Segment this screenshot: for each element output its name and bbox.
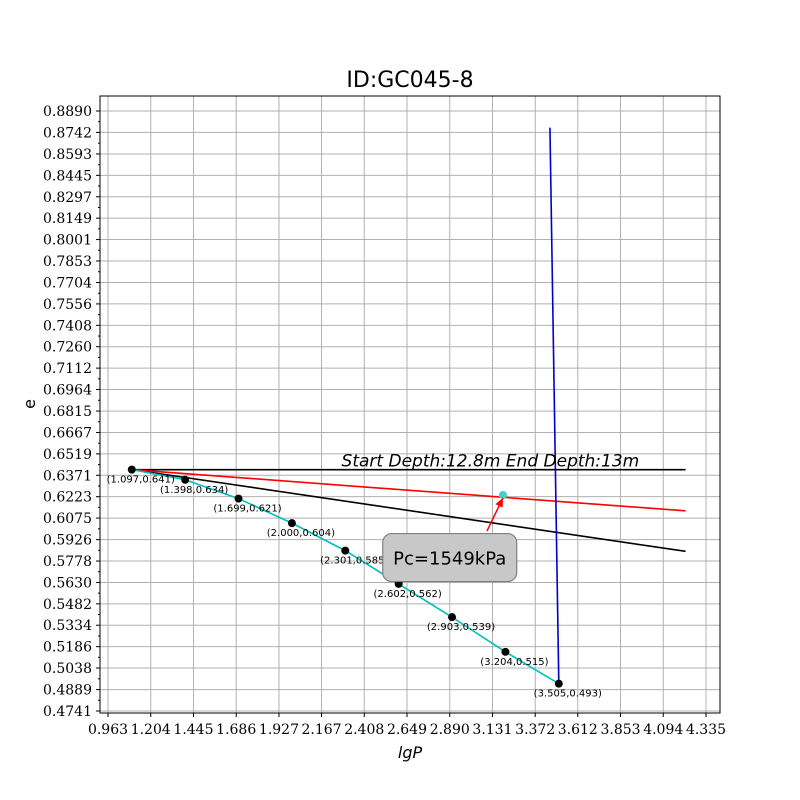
y-tick-label: 0.8445 xyxy=(43,168,92,184)
grid-lines xyxy=(100,96,720,713)
y-tick-label: 0.5778 xyxy=(43,554,92,570)
y-tick-label: 0.5038 xyxy=(43,661,92,677)
x-tick-label: 3.612 xyxy=(558,722,598,738)
data-point xyxy=(181,475,190,484)
x-axis-label: lgP xyxy=(398,743,423,762)
annotations-layer: Start Depth:12.8m End Depth:13m Pc=1549kP… xyxy=(342,452,640,583)
y-tick-label: 0.7704 xyxy=(43,276,92,292)
y-tick-label: 0.4741 xyxy=(43,704,92,720)
data-point-label: (1.398,0.634) xyxy=(160,485,228,496)
y-tick-label: 0.6075 xyxy=(43,511,92,527)
y-tick-label: 0.8149 xyxy=(43,211,92,227)
series-line-2 xyxy=(131,468,686,553)
x-tick-label: 4.335 xyxy=(686,722,726,738)
x-tick-label: 0.963 xyxy=(88,722,128,738)
y-tick-label: 0.6371 xyxy=(43,468,92,484)
y-tick-label: 0.6964 xyxy=(43,383,92,399)
data-point-label: (2.903,0.539) xyxy=(427,622,495,633)
series-line-3 xyxy=(131,468,686,512)
data-point xyxy=(501,647,510,656)
y-tick-label: 0.6667 xyxy=(43,425,92,441)
y-tick-label: 0.8593 xyxy=(43,147,92,163)
y-tick-label: 0.5186 xyxy=(43,640,92,656)
x-tick-label: 2.408 xyxy=(344,722,384,738)
data-point xyxy=(127,465,136,474)
data-point xyxy=(287,519,296,528)
data-point-label: (2.301,0.585) xyxy=(320,556,388,567)
y-tick-label: 0.7408 xyxy=(43,318,92,334)
x-tick-label: 1.445 xyxy=(173,722,213,738)
pc-label-box xyxy=(382,532,518,583)
data-point xyxy=(448,613,457,622)
data-point-label: (2.000,0.604) xyxy=(267,528,335,539)
data-point-label: (2.602,0.562) xyxy=(374,589,442,600)
x-tick-label: 4.094 xyxy=(643,722,683,738)
y-tick-label: 0.6223 xyxy=(43,490,92,506)
y-tick-label: 0.8297 xyxy=(43,190,92,206)
x-tick-label: 2.649 xyxy=(387,722,427,738)
x-axis-ticks: 0.963 1.204 1.445 1.686 1.927 2.167 2.408 2.649… xyxy=(88,713,726,738)
x-tick-label: 3.853 xyxy=(600,722,640,738)
data-point xyxy=(554,679,563,688)
plot-frame xyxy=(99,95,721,714)
y-tick-label: 0.7556 xyxy=(43,297,92,313)
data-point-label: (3.505,0.493) xyxy=(534,689,602,700)
data-point-label: (1.097,0.641) xyxy=(107,475,175,486)
y-tick-label: 0.5334 xyxy=(43,618,92,634)
depth-annotation: Start Depth:12.8m End Depth:13m xyxy=(342,452,640,472)
x-tick-label: 1.927 xyxy=(259,722,299,738)
series-line-4 xyxy=(549,127,560,684)
x-tick-label: 3.372 xyxy=(515,722,555,738)
x-tick-label: 2.890 xyxy=(430,722,470,738)
data-point-label: (1.699,0.621) xyxy=(213,504,281,515)
y-axis-label: e xyxy=(20,399,39,409)
series-layer: (1.097,0.641)(1.398,0.634) (1.699,0.621) (… xyxy=(107,127,686,700)
y-tick-label: 0.8001 xyxy=(43,233,92,249)
y-axis-ticks: 0.4741 0.4889 0.5038 0.5186 0.5334 0.5482 0.56… xyxy=(43,104,100,720)
y-tick-label: 0.5482 xyxy=(43,597,92,613)
pc-point xyxy=(498,490,507,499)
pc-label-text: Pc=1549kPa xyxy=(393,549,506,570)
y-tick-label: 0.8742 xyxy=(43,125,92,141)
chart-title: ID:GC045-8 xyxy=(346,68,473,93)
x-tick-label: 1.204 xyxy=(131,722,171,738)
y-tick-label: 0.4889 xyxy=(43,683,92,699)
x-tick-label: 1.686 xyxy=(216,722,256,738)
y-tick-label: 0.8890 xyxy=(43,104,92,120)
y-tick-label: 0.5926 xyxy=(43,533,92,549)
y-tick-label: 0.7853 xyxy=(43,254,92,270)
x-tick-label: 2.167 xyxy=(301,722,341,738)
y-tick-label: 0.7112 xyxy=(43,361,92,377)
pc-arrow-head xyxy=(495,497,503,508)
y-tick-label: 0.7260 xyxy=(43,340,92,356)
data-point xyxy=(341,546,350,555)
y-tick-label: 0.6815 xyxy=(43,404,92,420)
y-tick-label: 0.6519 xyxy=(43,447,92,463)
x-tick-label: 3.131 xyxy=(472,722,512,738)
data-point xyxy=(234,494,243,503)
data-point-label: (3.204,0.515) xyxy=(480,657,548,668)
y-tick-label: 0.5630 xyxy=(43,575,92,591)
